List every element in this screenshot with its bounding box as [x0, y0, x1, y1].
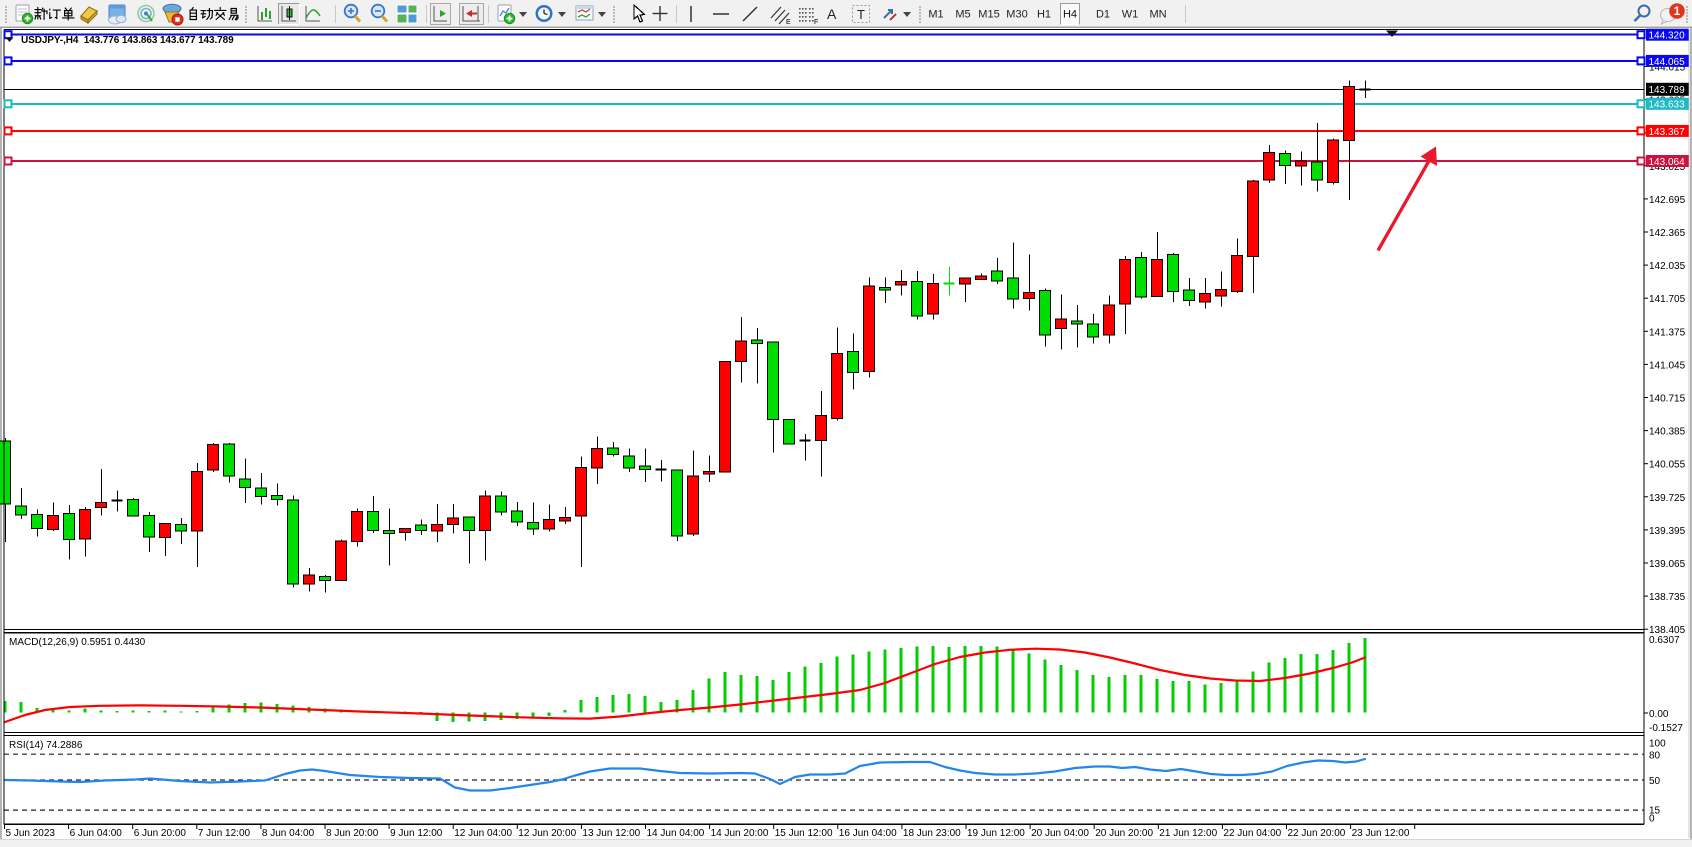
svg-text:144.065: 144.065 — [1649, 57, 1686, 68]
svg-text:14 Jun 04:00: 14 Jun 04:00 — [647, 828, 705, 839]
svg-text:23 Jun 12:00: 23 Jun 12:00 — [1352, 828, 1410, 839]
svg-text:143.789: 143.789 — [1649, 85, 1686, 96]
svg-text:143.633: 143.633 — [1649, 100, 1686, 111]
svg-text:M30: M30 — [1006, 9, 1027, 21]
svg-text:5 Jun 2023: 5 Jun 2023 — [6, 828, 56, 839]
svg-text:8 Jun 20:00: 8 Jun 20:00 — [326, 828, 379, 839]
svg-text:6 Jun 04:00: 6 Jun 04:00 — [70, 828, 123, 839]
svg-text:0.00: 0.00 — [1649, 709, 1669, 720]
svg-text:USDJPY-,H4 143.776 143.863 14: USDJPY-,H4 143.776 143.863 143.677 143.7… — [21, 35, 234, 46]
svg-text:W1: W1 — [1122, 9, 1139, 21]
svg-text:142.695: 142.695 — [1649, 195, 1686, 206]
svg-text:H1: H1 — [1037, 9, 1051, 21]
svg-text:80: 80 — [1649, 751, 1661, 762]
svg-text:142.035: 142.035 — [1649, 261, 1686, 272]
svg-text:139.065: 139.065 — [1649, 559, 1686, 570]
svg-text:138.735: 138.735 — [1649, 592, 1686, 603]
svg-text:50: 50 — [1649, 776, 1661, 787]
svg-text:139.725: 139.725 — [1649, 493, 1686, 504]
svg-text:14 Jun 20:00: 14 Jun 20:00 — [711, 828, 769, 839]
svg-text:12 Jun 04:00: 12 Jun 04:00 — [454, 828, 512, 839]
svg-text:138.405: 138.405 — [1649, 625, 1686, 636]
svg-text:RSI(14) 74.2886: RSI(14) 74.2886 — [9, 740, 83, 751]
svg-text:T: T — [857, 7, 865, 22]
svg-text:143.367: 143.367 — [1649, 127, 1686, 138]
svg-text:M15: M15 — [978, 9, 999, 21]
svg-text:0.6307: 0.6307 — [1649, 635, 1680, 646]
svg-text:22 Jun 20:00: 22 Jun 20:00 — [1288, 828, 1346, 839]
svg-text:22 Jun 04:00: 22 Jun 04:00 — [1223, 828, 1281, 839]
svg-text:A: A — [827, 6, 837, 22]
svg-text:M1: M1 — [928, 9, 943, 21]
svg-text:-0.1527: -0.1527 — [1649, 723, 1683, 734]
svg-text:12 Jun 20:00: 12 Jun 20:00 — [518, 828, 576, 839]
svg-text:142.365: 142.365 — [1649, 228, 1686, 239]
svg-text:6 Jun 20:00: 6 Jun 20:00 — [134, 828, 187, 839]
svg-text:139.395: 139.395 — [1649, 526, 1686, 537]
svg-text:141.045: 141.045 — [1649, 360, 1686, 371]
svg-text:16 Jun 04:00: 16 Jun 04:00 — [839, 828, 897, 839]
svg-text:100: 100 — [1649, 739, 1666, 750]
svg-text:140.715: 140.715 — [1649, 394, 1686, 405]
svg-text:15: 15 — [1649, 806, 1661, 817]
svg-text:20 Jun 20:00: 20 Jun 20:00 — [1095, 828, 1153, 839]
svg-text:141.705: 141.705 — [1649, 294, 1686, 305]
svg-text:F: F — [814, 19, 818, 26]
svg-text:H4: H4 — [1063, 9, 1077, 21]
svg-text:0: 0 — [1649, 814, 1655, 825]
svg-text:MN: MN — [1149, 9, 1166, 21]
svg-text:15 Jun 12:00: 15 Jun 12:00 — [775, 828, 833, 839]
svg-text:141.375: 141.375 — [1649, 327, 1686, 338]
svg-text:7 Jun 12:00: 7 Jun 12:00 — [198, 828, 251, 839]
svg-text:144.320: 144.320 — [1649, 31, 1686, 42]
svg-text:143.025: 143.025 — [1649, 162, 1686, 173]
svg-text:E: E — [786, 19, 791, 26]
svg-text:1: 1 — [1674, 4, 1681, 18]
svg-text:140.385: 140.385 — [1649, 427, 1686, 438]
svg-text:21 Jun 12:00: 21 Jun 12:00 — [1159, 828, 1217, 839]
svg-text:143.064: 143.064 — [1649, 157, 1686, 168]
svg-text:MACD(12,26,9) 0.5951 0.4430: MACD(12,26,9) 0.5951 0.4430 — [9, 637, 146, 648]
svg-text:140.055: 140.055 — [1649, 460, 1686, 471]
svg-text:13 Jun 12:00: 13 Jun 12:00 — [582, 828, 640, 839]
svg-text:8 Jun 04:00: 8 Jun 04:00 — [262, 828, 315, 839]
svg-text:18 Jun 23:00: 18 Jun 23:00 — [903, 828, 961, 839]
svg-text:19 Jun 12:00: 19 Jun 12:00 — [967, 828, 1025, 839]
svg-text:9 Jun 12:00: 9 Jun 12:00 — [390, 828, 443, 839]
svg-text:M5: M5 — [955, 9, 970, 21]
svg-text:144.015: 144.015 — [1649, 63, 1686, 74]
svg-text:D1: D1 — [1096, 9, 1110, 21]
svg-text:20 Jun 04:00: 20 Jun 04:00 — [1031, 828, 1089, 839]
